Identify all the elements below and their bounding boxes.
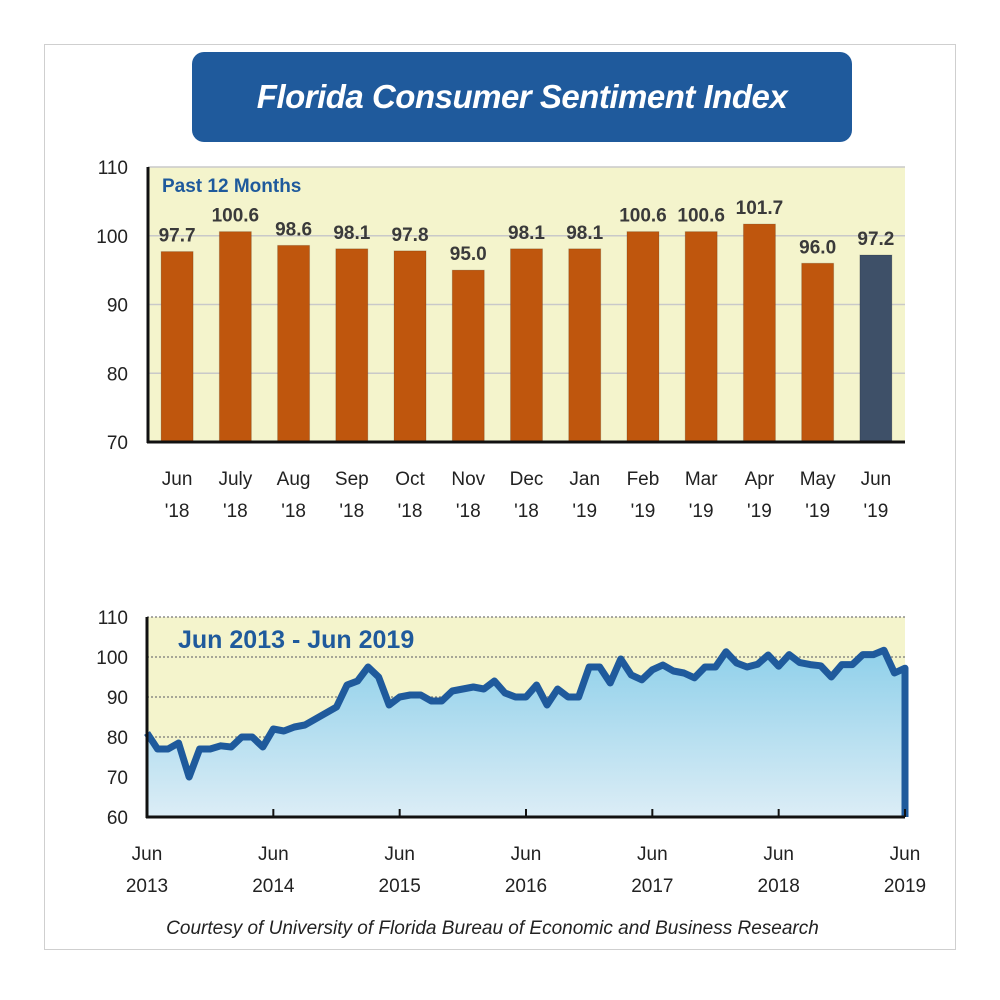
x-tick-label-year: '19 [747,501,772,522]
title-banner: Florida Consumer Sentiment Index [192,52,852,142]
x-tick-label: Aug [277,469,311,490]
x-tick-label-year: '18 [398,501,423,522]
x-tick-label: Jun [861,469,892,490]
bar [801,262,835,443]
area-fill [147,650,905,817]
bar [393,250,427,443]
y-tick-label: 70 [107,768,128,789]
series-line [144,646,909,817]
x-tick-label: Apr [745,469,775,490]
x-tick-label-year: 2018 [758,876,800,897]
data-label: 100.6 [677,206,725,227]
data-label: 97.8 [392,225,429,246]
data-label: 97.7 [159,226,196,247]
x-tick-label: Nov [451,469,485,490]
data-label: 100.6 [619,206,667,227]
data-label: 98.6 [275,219,312,240]
y-tick-label: 100 [96,227,128,248]
y-tick-label: 100 [96,648,128,669]
x-tick-label-year: 2016 [505,876,547,897]
x-tick-label-year: '18 [281,501,306,522]
x-tick-label-year: 2015 [379,876,421,897]
y-tick-label: 60 [107,808,128,829]
y-tick-label: 80 [107,728,128,749]
bar [160,251,194,443]
x-tick-label-year: '18 [456,501,481,522]
data-label: 97.2 [857,229,894,250]
y-tick-label: 70 [107,433,128,454]
bar [451,269,485,443]
data-label: 101.7 [736,198,784,219]
x-tick-label: Jun [132,844,163,865]
figure-frame [44,44,956,950]
x-tick-label: July [218,469,252,490]
data-label: 98.1 [333,223,370,244]
x-tick-label: Jan [569,469,600,490]
x-tick-label-year: '19 [689,501,714,522]
x-tick-label-year: '18 [223,501,248,522]
bar [684,231,718,443]
x-tick-label-year: '18 [514,501,539,522]
x-tick-label: Dec [510,469,544,490]
x-tick-label: Oct [395,469,425,490]
x-tick-label-year: '18 [339,501,364,522]
x-tick-label: Jun [162,469,193,490]
x-tick-label-year: '19 [805,501,830,522]
x-tick-label: Jun [763,844,794,865]
x-tick-label: May [800,469,836,490]
data-label: 95.0 [450,244,487,265]
data-label: 96.0 [799,237,836,258]
x-tick-label: Jun [258,844,289,865]
y-tick-label: 110 [98,158,128,179]
bar [510,248,543,443]
bar [277,244,311,443]
x-tick-label: Feb [627,469,660,490]
data-label: 98.1 [508,223,545,244]
x-tick-label-year: 2019 [884,876,926,897]
bar [742,223,776,443]
bar [335,248,369,443]
data-label: 100.6 [212,206,260,227]
y-tick-label: 110 [98,608,128,629]
x-tick-label-year: 2014 [252,876,295,897]
y-tick-label: 80 [107,364,128,385]
chart-subtitle: Past 12 Months [162,176,301,197]
y-tick-label: 90 [107,296,128,317]
bar [859,254,893,443]
chart-title: Florida Consumer Sentiment Index [256,78,788,115]
x-tick-label: Jun [511,844,542,865]
y-tick-label: 90 [107,688,128,709]
x-tick-label: Jun [890,844,921,865]
x-tick-label: Jun [384,844,415,865]
x-tick-label: Sep [335,469,369,490]
source-credit: Courtesy of University of Florida Bureau… [166,918,819,939]
x-tick-label: Mar [685,469,718,490]
x-tick-label-year: 2013 [126,876,168,897]
x-tick-label: Jun [637,844,668,865]
chart-subtitle: Jun 2013 - Jun 2019 [178,626,414,654]
x-tick-label-year: 2017 [631,876,673,897]
bar [626,231,660,443]
x-tick-label-year: '19 [864,501,889,522]
data-label: 98.1 [566,223,603,244]
bar [568,248,602,443]
x-tick-label-year: '19 [631,501,656,522]
x-tick-label-year: '19 [572,501,597,522]
bar [218,231,252,443]
x-tick-label-year: '18 [165,501,190,522]
